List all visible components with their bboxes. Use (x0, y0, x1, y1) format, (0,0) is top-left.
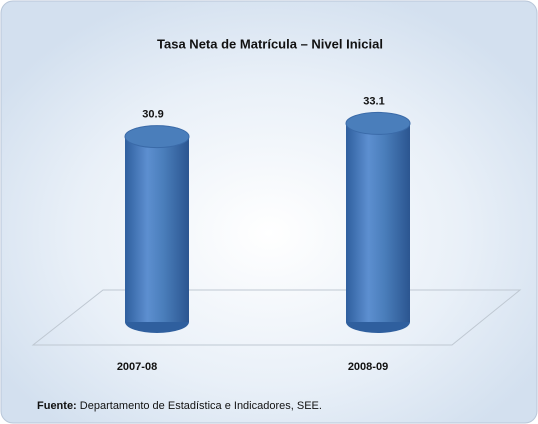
bar-top (345, 111, 411, 135)
x-tick-label: 2007-08 (117, 361, 157, 373)
source: Fuente: Departamento de Estadística e In… (37, 400, 322, 412)
bar (346, 123, 410, 323)
source-text: Departamento de Estadística e Indicadore… (80, 400, 322, 412)
x-tick-label: 2008-09 (348, 361, 388, 373)
floor (31, 289, 522, 346)
chart-title: Tasa Neta de Matrícula – Nivel Inicial (157, 36, 383, 51)
value-label: 33.1 (363, 95, 384, 107)
bar-top (124, 125, 190, 149)
bar (125, 136, 189, 322)
value-label: 30.9 (142, 109, 163, 121)
source-label: Fuente: (37, 400, 77, 412)
